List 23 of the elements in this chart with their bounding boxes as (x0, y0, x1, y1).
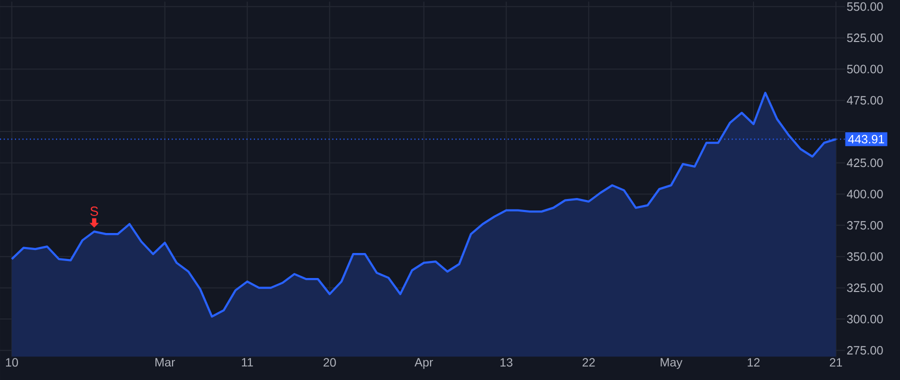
x-tick-label: 13 (500, 358, 512, 367)
y-tick-label: 525.00 (847, 34, 883, 42)
x-tick-label: 12 (748, 358, 760, 367)
y-tick-label: 375.00 (847, 221, 883, 230)
x-tick-label: 21 (830, 358, 842, 367)
ref-line-label: 443.91 (848, 134, 884, 144)
y-tick-label: 275.00 (847, 346, 883, 355)
y-tick-label: 350.00 (847, 252, 883, 261)
y-tick-label: 300.00 (847, 314, 883, 324)
x-tick-label: 20 (324, 358, 336, 367)
x-tick-label: Apr (414, 358, 433, 369)
y-tick-label: 550.00 (847, 2, 883, 11)
x-tick-label: 11 (242, 358, 253, 366)
y-tick-label: 475.00 (846, 96, 883, 105)
y-tick-label: 425.00 (846, 158, 883, 168)
y-tick-label: 325.00 (847, 284, 883, 292)
x-tick-label: 10 (6, 358, 18, 367)
y-tick-label: 500.00 (847, 64, 883, 74)
annotation: S (90, 206, 98, 216)
x-tick-label: May (660, 358, 682, 369)
x-tick-label: 22 (582, 358, 595, 367)
x-tick-label: Mar (155, 358, 175, 367)
y-tick-label: 400.00 (846, 190, 883, 198)
